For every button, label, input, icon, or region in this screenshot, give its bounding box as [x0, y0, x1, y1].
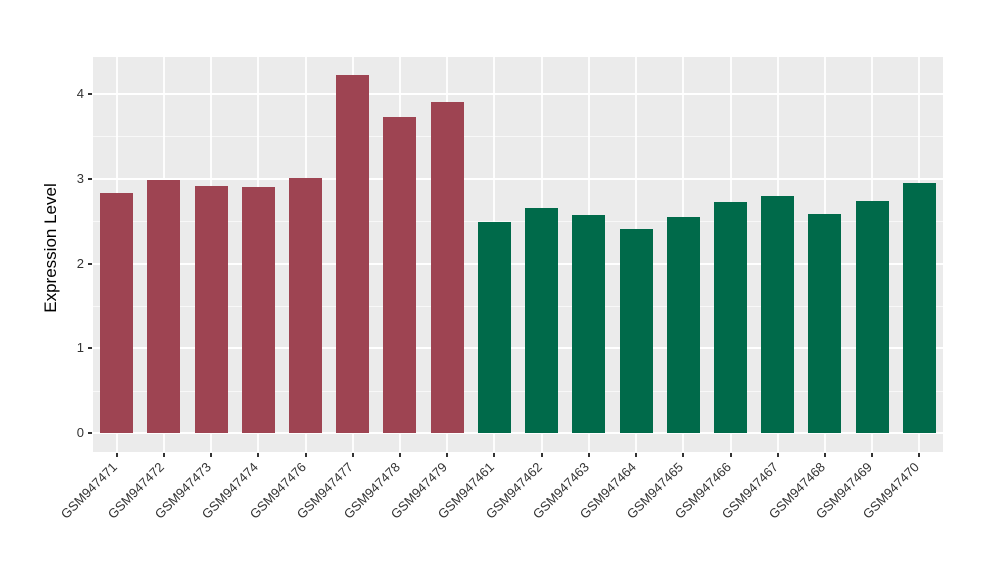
x-tick-label: GSM947463	[529, 459, 592, 522]
plot-panel	[93, 57, 943, 452]
gridline-major-horizontal	[93, 177, 943, 180]
x-tick-label: GSM947462	[482, 459, 545, 522]
bar	[808, 214, 842, 433]
bar	[525, 208, 559, 433]
gridline-minor-horizontal	[93, 390, 943, 392]
bar	[902, 182, 936, 433]
x-tick-label: GSM947464	[576, 459, 639, 522]
x-tick-label: GSM947476	[246, 459, 309, 522]
y-axis-tick	[88, 347, 92, 350]
bar	[336, 74, 370, 433]
x-axis-tick	[682, 453, 685, 457]
x-axis-tick	[493, 453, 496, 457]
x-axis-tick	[540, 453, 543, 457]
x-axis-tick	[871, 453, 874, 457]
x-axis-tick	[918, 453, 921, 457]
bar	[194, 186, 228, 433]
x-axis-tick	[776, 453, 779, 457]
bar	[289, 177, 322, 433]
x-axis-tick	[398, 453, 401, 457]
gridline-major-horizontal	[93, 347, 943, 350]
y-tick-label: 4	[76, 86, 84, 101]
x-axis-tick	[115, 453, 118, 457]
gridline-minor-horizontal	[93, 136, 943, 138]
x-axis-tick	[635, 453, 638, 457]
y-axis-tick	[88, 432, 92, 434]
y-tick-label: 1	[76, 340, 84, 356]
bar	[477, 221, 511, 433]
x-tick-label: GSM947467	[718, 459, 781, 522]
y-tick-label: 0	[76, 425, 84, 440]
x-tick-label: GSM947461	[435, 459, 498, 522]
y-axis-tick	[88, 177, 92, 180]
bar	[666, 216, 700, 433]
bar	[619, 228, 653, 433]
x-axis-tick	[446, 453, 449, 457]
x-tick-label: GSM947472	[104, 459, 167, 522]
bar	[100, 193, 134, 433]
bar	[714, 202, 747, 433]
bar	[855, 200, 889, 433]
gridline-major-horizontal	[93, 262, 943, 265]
x-tick-label: GSM947477	[293, 459, 356, 522]
x-axis-tick	[587, 453, 590, 457]
x-axis-tick	[823, 453, 826, 457]
y-tick-label: 3	[76, 170, 84, 186]
bar	[572, 215, 606, 433]
y-axis-tick	[88, 93, 92, 95]
x-axis-tick	[162, 453, 165, 457]
gridline-major-horizontal	[93, 432, 943, 434]
gridline-major-horizontal	[93, 93, 943, 95]
x-axis-tick	[257, 453, 260, 457]
x-tick-label: GSM947470	[860, 459, 923, 522]
x-axis-tick	[210, 453, 213, 457]
bar	[147, 179, 181, 433]
x-tick-label: GSM947471	[57, 459, 120, 522]
gridline-minor-horizontal	[93, 221, 943, 223]
bar	[761, 195, 795, 433]
x-tick-label: GSM947469	[812, 459, 876, 522]
gridline-minor-horizontal	[93, 305, 943, 307]
x-tick-label: GSM947466	[671, 459, 734, 522]
y-tick-label: 2	[76, 255, 84, 271]
x-axis-tick	[304, 453, 307, 457]
x-tick-label: GSM947465	[623, 459, 687, 522]
x-tick-label: GSM947468	[765, 459, 828, 522]
y-axis-tick	[88, 262, 92, 265]
x-tick-label: GSM947479	[387, 459, 451, 522]
bar	[241, 187, 275, 433]
x-tick-label: GSM947473	[151, 459, 214, 522]
bar	[430, 102, 464, 433]
x-axis-tick	[351, 453, 354, 457]
bar	[383, 116, 417, 433]
x-axis-tick	[729, 453, 732, 457]
x-tick-label: GSM947474	[198, 459, 262, 522]
x-tick-label: GSM947478	[340, 459, 403, 522]
